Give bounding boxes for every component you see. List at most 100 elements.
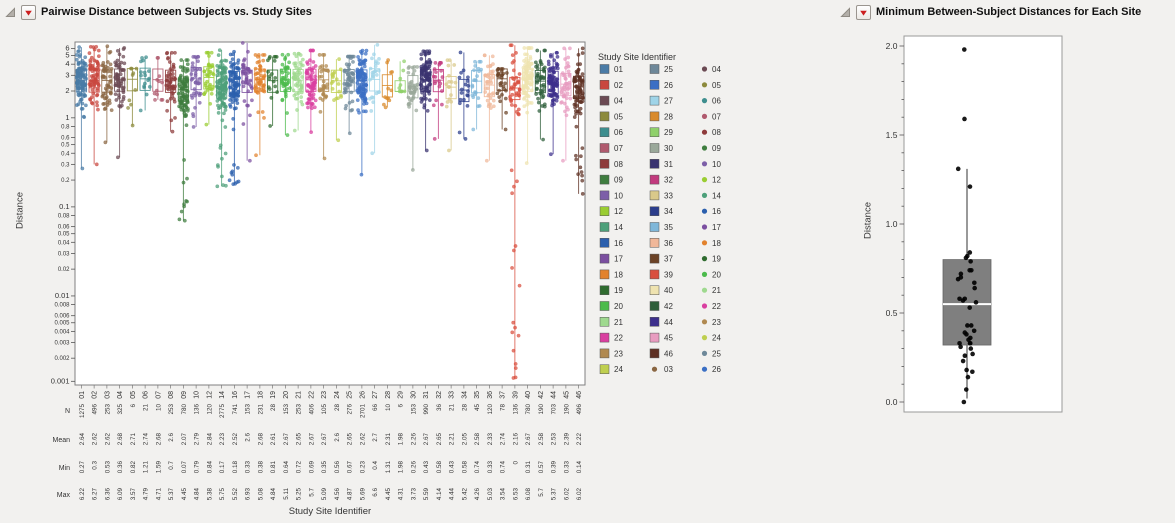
legend-item-01[interactable]: 01 <box>599 64 623 75</box>
site-points-40[interactable] <box>520 46 535 166</box>
legend-item-18[interactable]: 18 <box>701 239 722 248</box>
legend-item-21[interactable]: 21 <box>599 317 623 327</box>
site-column-02[interactable]: 02 <box>87 44 101 399</box>
site-points-29[interactable] <box>397 59 407 94</box>
legend-item-14[interactable]: 14 <box>599 222 623 233</box>
site-column-37[interactable]: 37 <box>495 66 509 399</box>
legend-item-22[interactable]: 22 <box>599 332 623 343</box>
site-points-12[interactable] <box>202 50 216 127</box>
site-points-44[interactable] <box>546 50 560 157</box>
site-minimum-points[interactable] <box>955 47 979 405</box>
site-column-26[interactable]: 26 <box>355 48 369 399</box>
legend-item-12[interactable]: 12 <box>599 206 623 217</box>
legend-item-17[interactable]: 17 <box>701 223 722 232</box>
legend-item-35[interactable]: 35 <box>649 222 673 233</box>
site-points-14[interactable] <box>214 48 229 189</box>
site-points-34[interactable] <box>457 50 471 141</box>
legend-item-36[interactable]: 36 <box>649 238 673 248</box>
site-points-06[interactable] <box>138 55 152 113</box>
site-points-04[interactable] <box>113 45 127 160</box>
legend-item-19[interactable]: 19 <box>599 285 623 296</box>
site-points-17[interactable] <box>240 40 254 163</box>
legend-item-08[interactable]: 08 <box>599 159 623 169</box>
legend-item-21[interactable]: 21 <box>701 286 722 295</box>
site-column-03[interactable]: 03 <box>100 44 114 399</box>
site-points-46[interactable] <box>572 46 586 196</box>
legend-item-18[interactable]: 18 <box>599 269 623 280</box>
site-points-23[interactable] <box>317 52 331 161</box>
site-column-09[interactable]: 09 <box>176 58 190 399</box>
legend-item-14[interactable]: 14 <box>701 191 722 200</box>
legend-item-30[interactable]: 30 <box>649 143 673 154</box>
site-points-35[interactable] <box>470 59 484 132</box>
site-points-28[interactable] <box>381 58 395 110</box>
legend-item-20[interactable]: 20 <box>701 270 722 279</box>
site-points-16[interactable] <box>227 49 241 187</box>
legend-item-33[interactable]: 33 <box>649 190 673 201</box>
site-column-23[interactable]: 23 <box>317 52 331 399</box>
site-column-17[interactable]: 17 <box>240 40 254 399</box>
site-column-32[interactable]: 32 <box>431 60 445 399</box>
legend-item-42[interactable]: 42 <box>649 301 673 312</box>
site-points-30[interactable] <box>406 64 420 172</box>
site-points-22[interactable] <box>304 48 318 135</box>
legend-item-28[interactable]: 28 <box>649 111 673 122</box>
legend-item-32[interactable]: 32 <box>649 174 673 185</box>
legend-item-04[interactable]: 04 <box>701 65 722 74</box>
red-triangle-menu-button[interactable] <box>21 4 36 20</box>
legend-item-06[interactable]: 06 <box>701 97 722 106</box>
site-column-45[interactable]: 45 <box>559 46 573 399</box>
legend-item-20[interactable]: 20 <box>599 301 623 312</box>
site-points-08[interactable] <box>164 50 178 134</box>
legend-item-10[interactable]: 10 <box>701 160 722 169</box>
legend-item-39[interactable]: 39 <box>649 269 673 280</box>
legend-item-09[interactable]: 09 <box>599 174 623 185</box>
site-points-27[interactable] <box>368 42 382 156</box>
site-points-36[interactable] <box>482 53 496 163</box>
site-points-24[interactable] <box>329 57 344 143</box>
legend-item-23[interactable]: 23 <box>701 318 722 327</box>
legend-item-22[interactable]: 22 <box>701 302 722 311</box>
legend-item-40[interactable]: 40 <box>649 285 673 296</box>
legend-item-26[interactable]: 26 <box>701 365 722 374</box>
legend-item-19[interactable]: 19 <box>701 255 722 264</box>
legend-item-16[interactable]: 16 <box>701 207 722 216</box>
site-points-19[interactable] <box>265 54 280 128</box>
legend-item-02[interactable]: 02 <box>599 80 623 90</box>
site-column-22[interactable]: 22 <box>304 48 318 399</box>
site-points-21[interactable] <box>291 51 305 133</box>
site-column-40[interactable]: 40 <box>520 46 535 399</box>
legend-item-07[interactable]: 07 <box>701 112 722 121</box>
disclosure-triangle-icon[interactable] <box>5 6 16 18</box>
legend-item-06[interactable]: 06 <box>599 127 623 138</box>
site-column-16[interactable]: 16 <box>227 49 241 399</box>
site-column-30[interactable]: 30 <box>406 64 420 399</box>
disclosure-triangle-icon[interactable] <box>840 6 851 18</box>
site-points-03[interactable] <box>100 44 114 145</box>
site-points-31[interactable] <box>418 49 433 153</box>
site-column-01[interactable]: 01 <box>74 45 89 399</box>
minimum-distance-boxplot[interactable]: 0.0 0.5 1.0 1.5 2.0 <box>838 14 1173 514</box>
legend-item-16[interactable]: 16 <box>599 238 623 248</box>
site-column-44[interactable]: 44 <box>546 50 560 399</box>
site-column-27[interactable]: 27 <box>368 42 382 399</box>
site-column-18[interactable]: 18 <box>253 52 267 399</box>
pairwise-distance-plot[interactable]: 6543210.80.60.50.40.30.20.10.080.060.050… <box>10 20 810 523</box>
legend-item-27[interactable]: 27 <box>649 95 673 106</box>
legend-item-09[interactable]: 09 <box>701 144 722 153</box>
site-points-09[interactable] <box>176 58 190 223</box>
legend-item-34[interactable]: 34 <box>649 206 673 217</box>
legend-item-24[interactable]: 24 <box>599 364 623 375</box>
site-points-02[interactable] <box>87 44 101 167</box>
legend-item-08[interactable]: 08 <box>701 128 722 137</box>
site-column-28[interactable]: 28 <box>381 58 395 399</box>
site-column-42[interactable]: 42 <box>533 48 548 399</box>
site-column-07[interactable]: 07 <box>152 55 165 399</box>
site-column-20[interactable]: 20 <box>279 52 292 399</box>
site-column-29[interactable]: 29 <box>394 59 407 399</box>
site-points-42[interactable] <box>533 48 548 142</box>
legend-item-07[interactable]: 07 <box>599 143 623 154</box>
legend-item-26[interactable]: 26 <box>649 80 673 90</box>
legend-item-05[interactable]: 05 <box>599 111 623 122</box>
box-plot[interactable] <box>942 168 992 399</box>
